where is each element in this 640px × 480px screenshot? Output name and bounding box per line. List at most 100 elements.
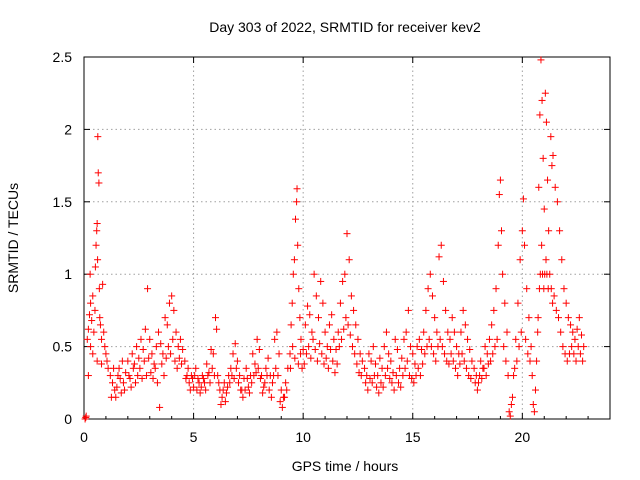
data-point bbox=[226, 379, 234, 387]
data-point bbox=[461, 321, 469, 329]
data-point bbox=[239, 393, 247, 401]
data-point bbox=[317, 277, 325, 285]
data-point bbox=[529, 401, 537, 409]
data-point bbox=[550, 292, 558, 300]
data-point bbox=[554, 314, 562, 322]
data-point bbox=[362, 379, 370, 387]
data-point bbox=[205, 369, 213, 377]
data-point bbox=[330, 335, 338, 343]
data-point bbox=[414, 364, 422, 372]
data-point bbox=[184, 364, 192, 372]
data-point bbox=[289, 343, 297, 351]
data-point bbox=[573, 325, 581, 333]
data-point bbox=[493, 335, 501, 343]
data-point bbox=[168, 292, 176, 300]
data-point bbox=[241, 386, 249, 394]
data-point bbox=[307, 354, 315, 362]
data-point bbox=[150, 360, 158, 368]
data-point bbox=[85, 311, 93, 319]
data-point bbox=[251, 360, 259, 368]
data-point bbox=[209, 350, 217, 358]
data-point bbox=[480, 364, 488, 372]
data-point bbox=[391, 335, 399, 343]
data-point bbox=[542, 118, 550, 126]
data-point bbox=[454, 372, 462, 380]
data-point bbox=[421, 350, 429, 358]
data-point bbox=[229, 350, 237, 358]
data-point bbox=[446, 335, 454, 343]
x-tick-label: 0 bbox=[80, 429, 88, 445]
data-point bbox=[289, 270, 297, 278]
data-point bbox=[121, 386, 129, 394]
data-point bbox=[556, 227, 564, 235]
data-point bbox=[98, 335, 106, 343]
data-point bbox=[399, 372, 407, 380]
data-point bbox=[350, 306, 358, 314]
data-point bbox=[365, 350, 373, 358]
data-point bbox=[499, 270, 507, 278]
data-point bbox=[147, 369, 155, 377]
data-point bbox=[505, 408, 513, 416]
data-point bbox=[304, 302, 312, 310]
data-point bbox=[301, 321, 309, 329]
data-point bbox=[478, 374, 486, 382]
data-point bbox=[94, 169, 102, 177]
data-point bbox=[373, 383, 381, 391]
data-point bbox=[410, 379, 418, 387]
data-point bbox=[98, 360, 106, 368]
data-point bbox=[496, 176, 504, 184]
data-point bbox=[95, 179, 103, 187]
data-point bbox=[552, 306, 560, 314]
data-point bbox=[255, 345, 263, 353]
data-point bbox=[397, 383, 405, 391]
data-point bbox=[128, 350, 136, 358]
data-point bbox=[319, 299, 327, 307]
data-point bbox=[575, 314, 583, 322]
data-point bbox=[432, 357, 440, 365]
data-point bbox=[438, 343, 446, 351]
data-point bbox=[273, 328, 281, 336]
x-tick-label: 20 bbox=[515, 429, 531, 445]
data-point bbox=[512, 335, 520, 343]
data-point bbox=[262, 364, 270, 372]
data-point bbox=[517, 328, 525, 336]
data-point bbox=[106, 372, 114, 380]
data-point bbox=[435, 253, 443, 261]
data-point bbox=[243, 374, 251, 382]
data-point bbox=[231, 340, 239, 348]
data-point bbox=[460, 357, 468, 365]
data-point bbox=[290, 256, 298, 264]
data-point bbox=[196, 389, 204, 397]
data-point bbox=[174, 343, 182, 351]
data-point bbox=[502, 357, 510, 365]
data-point bbox=[353, 360, 361, 368]
data-point bbox=[579, 357, 587, 365]
data-point bbox=[563, 357, 571, 365]
data-point bbox=[388, 379, 396, 387]
data-points bbox=[81, 56, 588, 423]
data-point bbox=[348, 343, 356, 351]
y-tick-label: 2.5 bbox=[53, 49, 73, 65]
data-point bbox=[482, 372, 490, 380]
data-point bbox=[567, 321, 575, 329]
data-point bbox=[395, 379, 403, 387]
data-point bbox=[221, 398, 229, 406]
data-point bbox=[558, 256, 566, 264]
data-point bbox=[256, 374, 264, 382]
data-point bbox=[408, 374, 416, 382]
data-point bbox=[136, 364, 144, 372]
data-point bbox=[208, 364, 216, 372]
data-point bbox=[569, 328, 577, 336]
data-point bbox=[568, 343, 576, 351]
data-point bbox=[471, 379, 479, 387]
data-point bbox=[495, 191, 503, 199]
data-point bbox=[343, 230, 351, 238]
data-point bbox=[331, 369, 339, 377]
data-point bbox=[87, 299, 95, 307]
data-point bbox=[215, 379, 223, 387]
data-point bbox=[172, 328, 180, 336]
data-point bbox=[382, 328, 390, 336]
data-point bbox=[562, 299, 570, 307]
data-point bbox=[138, 374, 146, 382]
data-point bbox=[133, 343, 141, 351]
